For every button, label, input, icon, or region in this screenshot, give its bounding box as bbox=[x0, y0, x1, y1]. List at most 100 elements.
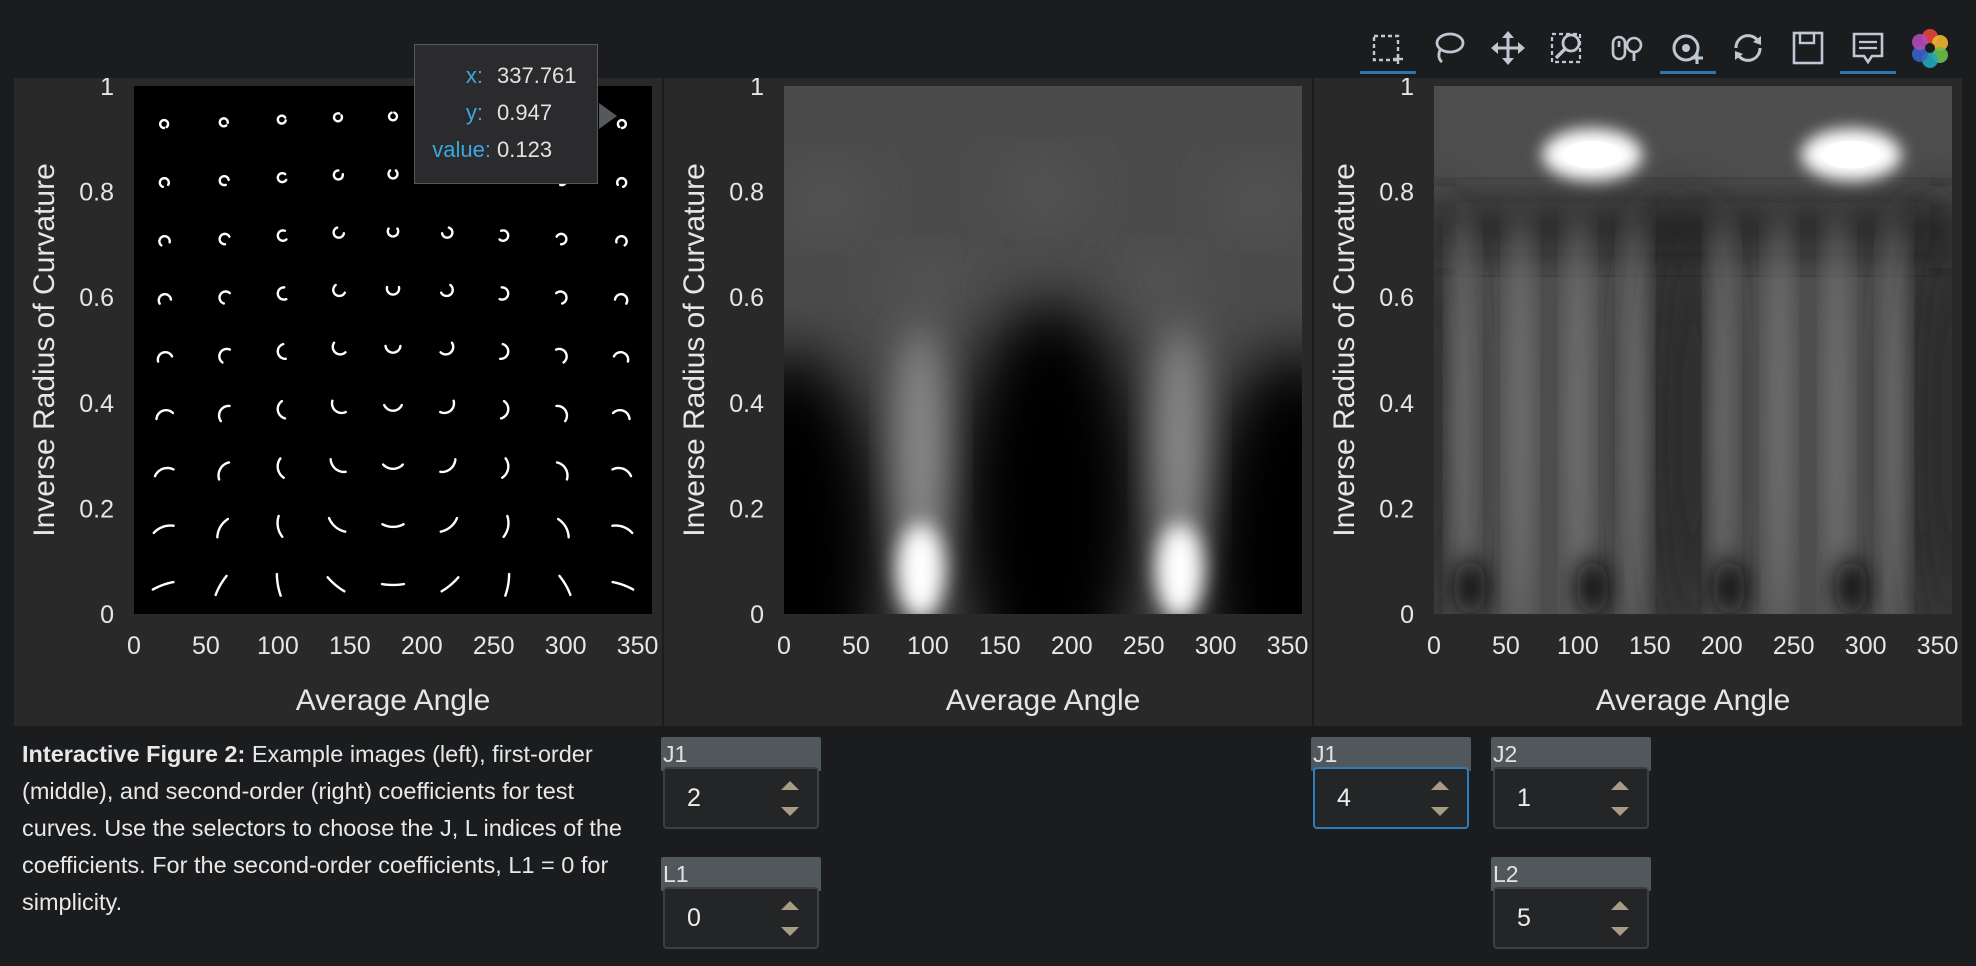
box-select-tool[interactable] bbox=[1360, 24, 1416, 74]
curve-glyph bbox=[218, 290, 232, 305]
spinner-label: J2 bbox=[1491, 737, 1651, 771]
spinner-label: J1 bbox=[1311, 737, 1471, 771]
curve-glyph bbox=[611, 408, 631, 421]
second-order-panel: 0 0.2 0.4 0.6 0.8 1 0 50 100 150 200 250 300 350 Avera… bbox=[1314, 78, 1962, 726]
decrement-arrow-icon[interactable] bbox=[781, 927, 799, 936]
y-tick-label: 0.2 bbox=[729, 495, 764, 523]
curve-glyph bbox=[439, 399, 456, 415]
x-tick-label: 250 bbox=[1123, 632, 1165, 660]
wheel-zoom-icon bbox=[1611, 35, 1643, 61]
tooltip-y-value: 0.947 bbox=[497, 100, 553, 125]
decrement-arrow-icon[interactable] bbox=[781, 807, 799, 816]
l2-input[interactable]: 5 bbox=[1493, 887, 1649, 949]
heatmap-cell bbox=[1202, 351, 1302, 614]
box-select-icon bbox=[1372, 34, 1403, 64]
curve-glyph bbox=[380, 582, 406, 587]
first-order-l1-spinner: L1 0 bbox=[661, 857, 821, 957]
x-tick-label: 0 bbox=[127, 632, 141, 660]
reset-tool[interactable] bbox=[1720, 24, 1776, 72]
decrement-arrow-icon[interactable] bbox=[1431, 807, 1449, 816]
box-zoom-tool[interactable] bbox=[1540, 24, 1596, 72]
tooltip-value-label: value: bbox=[432, 137, 491, 162]
x-tick-label: 200 bbox=[401, 632, 443, 660]
bokeh-logo[interactable] bbox=[1902, 24, 1958, 72]
decrement-arrow-icon[interactable] bbox=[1611, 807, 1629, 816]
hover-tool[interactable] bbox=[1840, 24, 1896, 74]
curve-glyph bbox=[615, 234, 628, 247]
caption-title: Interactive Figure 2: bbox=[22, 741, 246, 767]
x-tick-label: 150 bbox=[329, 632, 371, 660]
curve-glyph bbox=[156, 350, 174, 363]
y-tick-label: 0 bbox=[1400, 601, 1414, 629]
y-axis-label: Inverse Radius of Curvature bbox=[1328, 163, 1361, 537]
increment-arrow-icon[interactable] bbox=[1611, 781, 1629, 790]
save-tool[interactable] bbox=[1780, 24, 1836, 72]
spinner-label: J1 bbox=[661, 737, 821, 771]
heatmap-cell bbox=[896, 523, 945, 614]
first-order-heatmap-plot[interactable]: 0 0.2 0.4 0.6 0.8 1 0 50 100 150 200 250 300 350 Avera… bbox=[664, 78, 1312, 726]
heatmap-cell bbox=[787, 176, 868, 229]
x-tick-label: 50 bbox=[192, 632, 220, 660]
curve-glyph bbox=[275, 572, 282, 597]
lasso-select-tool[interactable] bbox=[1420, 24, 1476, 72]
heatmap-cell bbox=[784, 351, 884, 614]
y-tick-label: 0.6 bbox=[79, 284, 114, 312]
curve-glyph bbox=[613, 292, 629, 305]
tooltip-y-label: y: bbox=[465, 100, 483, 125]
curve-glyph bbox=[153, 466, 175, 478]
curve-glyph bbox=[155, 408, 175, 421]
j2-input[interactable]: 1 bbox=[1493, 767, 1649, 829]
j1-input[interactable]: 2 bbox=[663, 767, 819, 829]
reset-icon bbox=[1734, 34, 1762, 62]
y-tick-label: 0.8 bbox=[1379, 179, 1414, 207]
curve-glyph bbox=[326, 576, 346, 593]
wheel-zoom-tool[interactable] bbox=[1600, 24, 1656, 72]
x-tick-label: 300 bbox=[545, 632, 587, 660]
x-tick-label: 0 bbox=[1427, 632, 1441, 660]
curve-glyph bbox=[332, 226, 346, 239]
heatmap-cell bbox=[1218, 176, 1299, 229]
pan-tool[interactable] bbox=[1480, 24, 1536, 72]
second-order-heatmap-plot[interactable]: 0 0.2 0.4 0.6 0.8 1 0 50 100 150 200 250 300 350 Avera… bbox=[1314, 78, 1962, 726]
increment-arrow-icon[interactable] bbox=[781, 901, 799, 910]
active-indicator bbox=[1660, 71, 1716, 74]
y-tick-label: 0.6 bbox=[729, 284, 764, 312]
spinner-label: L2 bbox=[1491, 857, 1651, 891]
x-axis-label: Average Angle bbox=[1596, 684, 1791, 717]
tap-tool[interactable] bbox=[1660, 24, 1716, 74]
curve-glyph bbox=[439, 516, 459, 533]
box-zoom-icon bbox=[1550, 32, 1582, 64]
x-tick-label: 350 bbox=[1267, 632, 1309, 660]
curve-glyph bbox=[327, 516, 347, 533]
x-tick-label: 150 bbox=[979, 632, 1021, 660]
tooltip-pointer bbox=[599, 103, 617, 129]
curve-glyph bbox=[383, 403, 403, 412]
heatmap-cell bbox=[1452, 209, 1473, 614]
increment-arrow-icon[interactable] bbox=[1611, 901, 1629, 910]
tooltip-x-label: x: bbox=[465, 63, 483, 88]
increment-arrow-icon[interactable] bbox=[781, 781, 799, 790]
heatmap-cell bbox=[1003, 165, 1083, 218]
increment-arrow-icon[interactable] bbox=[1431, 781, 1449, 790]
curve-glyph bbox=[616, 118, 628, 130]
decrement-arrow-icon[interactable] bbox=[1611, 927, 1629, 936]
curve-glyph bbox=[276, 342, 288, 361]
l1-input[interactable]: 0 bbox=[663, 887, 819, 949]
curve-glyph bbox=[498, 229, 510, 242]
curve-glyph bbox=[276, 399, 287, 420]
hover-tooltip-icon bbox=[1852, 32, 1884, 65]
x-axis-label: Average Angle bbox=[296, 684, 491, 717]
y-tick-label: 1 bbox=[100, 78, 114, 101]
x-tick-label: 300 bbox=[1845, 632, 1887, 660]
curve-glyph bbox=[498, 342, 510, 361]
x-tick-label: 50 bbox=[842, 632, 870, 660]
j1-input[interactable]: 4 bbox=[1313, 767, 1469, 829]
curve-glyph bbox=[158, 118, 170, 130]
tooltip-x-value: 337.761 bbox=[497, 63, 577, 88]
x-tick-label: 250 bbox=[473, 632, 515, 660]
heatmap-cell bbox=[1711, 209, 1732, 614]
x-tick-label: 100 bbox=[907, 632, 949, 660]
x-tick-label: 300 bbox=[1195, 632, 1237, 660]
x-tick-label: 0 bbox=[777, 632, 791, 660]
heatmap-cell bbox=[1155, 523, 1204, 614]
